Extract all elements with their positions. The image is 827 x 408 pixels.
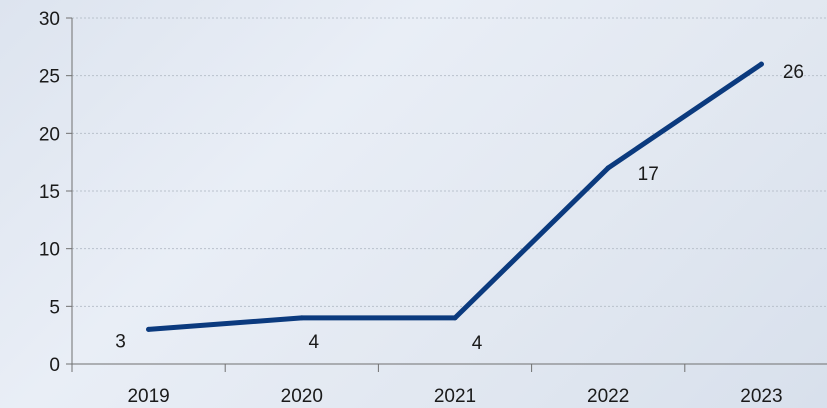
data-point-2020	[299, 315, 305, 321]
gridlines	[72, 17, 827, 307]
axes	[66, 17, 827, 372]
series-line-0	[146, 61, 764, 332]
y-axis-ticks: 0 5 10 15 20 25 30	[39, 9, 60, 376]
y-tick-label-30: 30	[39, 9, 60, 30]
x-axis-ticks: 2019 2020 2021 2022 2023	[127, 386, 782, 407]
y-tick-label-0: 0	[49, 355, 60, 376]
y-tick-label-15: 15	[39, 182, 60, 203]
data-label-2021: 4	[472, 333, 483, 354]
x-tick-label-2023: 2023	[740, 386, 782, 407]
y-tick-label-10: 10	[39, 240, 60, 261]
x-tick-label-2019: 2019	[127, 386, 169, 407]
data-point-2021	[452, 315, 458, 321]
data-label-2020: 4	[309, 332, 320, 353]
data-label-2022: 17	[638, 164, 659, 185]
y-tick-label-20: 20	[39, 124, 60, 145]
data-label-2023: 26	[783, 62, 804, 83]
series-line-group	[146, 61, 764, 332]
x-tick-label-2020: 2020	[281, 386, 323, 407]
data-point-2022	[605, 165, 611, 171]
data-point-2019	[146, 326, 152, 332]
data-labels: 3 4 4 17 26	[115, 62, 804, 354]
data-label-2019: 3	[115, 331, 126, 352]
y-tick-label-25: 25	[39, 67, 60, 88]
x-tick-label-2022: 2022	[587, 386, 629, 407]
data-point-2023	[758, 61, 764, 67]
x-tick-label-2021: 2021	[434, 386, 476, 407]
y-tick-label-5: 5	[49, 297, 60, 318]
